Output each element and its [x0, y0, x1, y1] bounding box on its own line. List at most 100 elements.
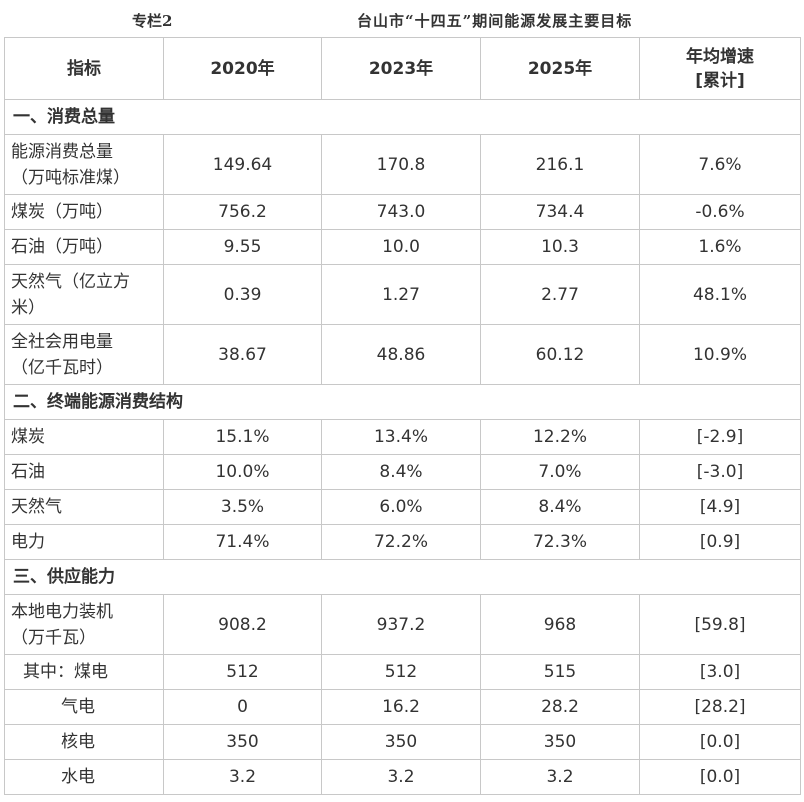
value-2025: 2.77 — [480, 264, 640, 325]
value-2020: 15.1% — [163, 419, 322, 455]
header-2025: 2025年 — [480, 37, 640, 100]
indicator-name: 电力 — [4, 524, 164, 560]
indicator-name-line: 米） — [11, 297, 45, 318]
value-growth: 48.1% — [639, 264, 801, 325]
indicator-name: 煤炭（万吨） — [4, 194, 164, 230]
section-title: 二、终端能源消费结构 — [4, 384, 801, 420]
table-row: 煤炭 15.1% 13.4% 12.2% [-2.9] — [4, 419, 801, 455]
table-row: 水电 3.2 3.2 3.2 [0.0] — [4, 759, 801, 795]
indicator-name-line: 能源消费总量 — [11, 141, 113, 162]
value-2023: 8.4% — [321, 454, 481, 490]
value-2023: 16.2 — [321, 689, 481, 725]
indicator-name-line: 石油（万吨） — [11, 237, 113, 257]
value-2020: 9.55 — [163, 229, 322, 265]
header-2023: 2023年 — [321, 37, 481, 100]
table-body: 一、消费总量能源消费总量 （万吨标准煤） 149.64 170.8 216.1 7.6% 煤… — [4, 99, 801, 795]
value-2020: 38.67 — [163, 324, 322, 385]
indicator-name: 其中：煤电 — [4, 654, 164, 690]
value-growth: -0.6% — [639, 194, 801, 230]
table-row: 其中：煤电 512 512 515 [3.0] — [4, 654, 801, 690]
box-header: 专栏2 台山市“十四五”期间能源发展主要目标 — [0, 0, 804, 37]
value-2020: 149.64 — [163, 134, 322, 195]
value-2023: 10.0 — [321, 229, 481, 265]
value-2023: 743.0 — [321, 194, 481, 230]
value-2023: 6.0% — [321, 489, 481, 525]
indicator-name-line: 天然气（亿立方 — [11, 271, 130, 292]
value-2020: 10.0% — [163, 454, 322, 490]
value-2025: 7.0% — [480, 454, 640, 490]
table-row: 气电 0 16.2 28.2 [28.2] — [4, 689, 801, 725]
table-header-row: 指标 2020年 2023年 2025年 年均增速 [累计] — [4, 37, 801, 100]
indicator-name-line: 电力 — [11, 532, 45, 552]
indicator-name-line: 本地电力装机 — [11, 601, 113, 622]
table-row: 能源消费总量 （万吨标准煤） 149.64 170.8 216.1 7.6% — [4, 134, 801, 195]
indicator-name: 天然气（亿立方 米） — [4, 264, 164, 325]
value-growth: [28.2] — [639, 689, 801, 725]
value-growth: [4.9] — [639, 489, 801, 525]
value-2025: 72.3% — [480, 524, 640, 560]
indicator-name-line: 全社会用电量 — [11, 331, 113, 352]
section-row: 一、消费总量 — [4, 99, 801, 135]
value-2023: 48.86 — [321, 324, 481, 385]
indicator-name-line: （万千瓦） — [11, 627, 96, 648]
indicator-name-line: 煤炭（万吨） — [11, 202, 113, 222]
indicator-name-line: 煤炭 — [11, 427, 45, 447]
table-row: 电力 71.4% 72.2% 72.3% [0.9] — [4, 524, 801, 560]
table-row: 天然气 3.5% 6.0% 8.4% [4.9] — [4, 489, 801, 525]
table-row: 核电 350 350 350 [0.0] — [4, 724, 801, 760]
table-row: 石油（万吨） 9.55 10.0 10.3 1.6% — [4, 229, 801, 265]
value-growth: 1.6% — [639, 229, 801, 265]
value-2020: 908.2 — [163, 594, 322, 655]
energy-targets-table: 指标 2020年 2023年 2025年 年均增速 [累计] 一、消费总量 能源消… — [4, 37, 801, 795]
value-2025: 968 — [480, 594, 640, 655]
indicator-name: 气电 — [4, 689, 164, 725]
indicator-name-line: 水电 — [61, 767, 95, 787]
header-2020: 2020年 — [163, 37, 322, 100]
indicator-name-line: 气电 — [61, 697, 95, 717]
indicator-name-line: 其中：煤电 — [23, 662, 108, 682]
value-2020: 0.39 — [163, 264, 322, 325]
value-growth: [59.8] — [639, 594, 801, 655]
header-growth: 年均增速 [累计] — [639, 37, 801, 100]
table-row: 全社会用电量 （亿千瓦时） 38.67 48.86 60.12 10.9% — [4, 324, 801, 385]
indicator-name: 水电 — [4, 759, 164, 795]
value-2023: 937.2 — [321, 594, 481, 655]
indicator-name: 煤炭 — [4, 419, 164, 455]
value-2023: 350 — [321, 724, 481, 760]
value-2023: 1.27 — [321, 264, 481, 325]
indicator-name-line: 天然气 — [11, 497, 62, 517]
indicator-name: 核电 — [4, 724, 164, 760]
value-2023: 170.8 — [321, 134, 481, 195]
indicator-name-line: （万吨标准煤） — [11, 167, 130, 188]
value-2023: 512 — [321, 654, 481, 690]
indicator-name-line: 石油 — [11, 462, 45, 482]
section-title: 一、消费总量 — [4, 99, 801, 135]
value-growth: [0.0] — [639, 759, 801, 795]
value-growth: 7.6% — [639, 134, 801, 195]
value-growth: [0.0] — [639, 724, 801, 760]
header-growth-line2: [累计] — [695, 70, 745, 91]
value-2020: 756.2 — [163, 194, 322, 230]
table-row: 本地电力装机 （万千瓦） 908.2 937.2 968 [59.8] — [4, 594, 801, 655]
section-row: 二、终端能源消费结构 — [4, 384, 801, 420]
value-2023: 13.4% — [321, 419, 481, 455]
value-2020: 3.5% — [163, 489, 322, 525]
value-growth: [0.9] — [639, 524, 801, 560]
box-label: 专栏2 — [132, 12, 173, 30]
value-2025: 10.3 — [480, 229, 640, 265]
header-growth-line1: 年均增速 — [686, 46, 754, 67]
value-2025: 216.1 — [480, 134, 640, 195]
value-2025: 515 — [480, 654, 640, 690]
value-2020: 0 — [163, 689, 322, 725]
value-2025: 734.4 — [480, 194, 640, 230]
indicator-name-line: 核电 — [61, 732, 95, 752]
indicator-name: 本地电力装机 （万千瓦） — [4, 594, 164, 655]
indicator-name: 石油 — [4, 454, 164, 490]
section-title: 三、供应能力 — [4, 559, 801, 595]
indicator-name: 天然气 — [4, 489, 164, 525]
table-row: 石油 10.0% 8.4% 7.0% [-3.0] — [4, 454, 801, 490]
value-2020: 3.2 — [163, 759, 322, 795]
indicator-name-line: （亿千瓦时） — [11, 357, 113, 378]
value-2025: 12.2% — [480, 419, 640, 455]
value-2025: 3.2 — [480, 759, 640, 795]
